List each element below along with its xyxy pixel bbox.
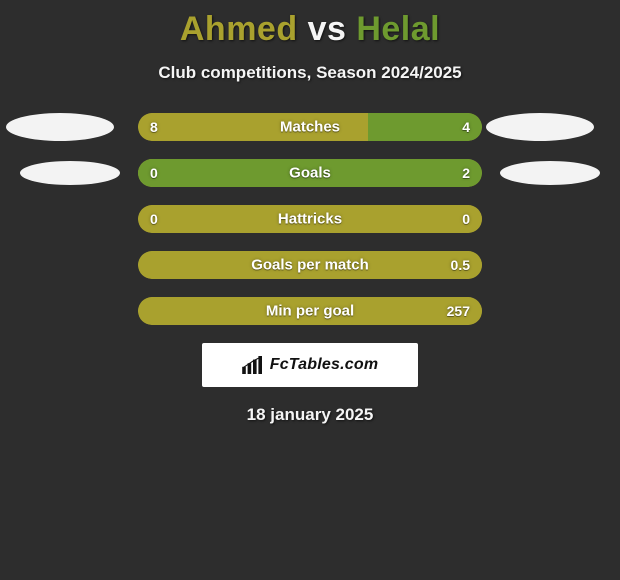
stat-row: 257Min per goal: [138, 297, 482, 325]
stat-value-left: 0: [150, 211, 158, 227]
left-portrait-oval: [20, 161, 120, 185]
stat-value-right: 0.5: [451, 257, 470, 273]
stat-value-right: 257: [447, 303, 470, 319]
stat-value-left: 8: [150, 119, 158, 135]
subtitle: Club competitions, Season 2024/2025: [0, 63, 620, 83]
left-portrait-oval: [6, 113, 114, 141]
stat-value-right: 2: [462, 165, 470, 181]
comparison-title: Ahmed vs Helal: [0, 0, 620, 49]
stat-fill-left: [138, 251, 482, 279]
stat-rows: 84Matches02Goals00Hattricks0.5Goals per …: [138, 113, 482, 325]
stat-fill-right: [138, 159, 482, 187]
right-portrait-oval: [486, 113, 594, 141]
attribution-badge: FcTables.com: [202, 343, 418, 387]
generation-date: 18 january 2025: [0, 405, 620, 425]
stat-row: 00Hattricks: [138, 205, 482, 233]
stat-value-right: 0: [462, 211, 470, 227]
stat-fill-left: [138, 113, 368, 141]
right-portrait-oval: [500, 161, 600, 185]
stat-row: 02Goals: [138, 159, 482, 187]
stat-value-right: 4: [462, 119, 470, 135]
stat-value-left: 0: [150, 165, 158, 181]
player2-name: Helal: [356, 10, 440, 48]
stat-row: 0.5Goals per match: [138, 251, 482, 279]
stat-row: 84Matches: [138, 113, 482, 141]
attribution-text: FcTables.com: [270, 356, 379, 374]
player1-name: Ahmed: [180, 10, 298, 48]
comparison-arena: 84Matches02Goals00Hattricks0.5Goals per …: [0, 113, 620, 325]
vs-text: vs: [308, 10, 347, 48]
barchart-icon: [242, 356, 264, 374]
stat-fill-left: [138, 205, 482, 233]
stat-fill-left: [138, 297, 482, 325]
